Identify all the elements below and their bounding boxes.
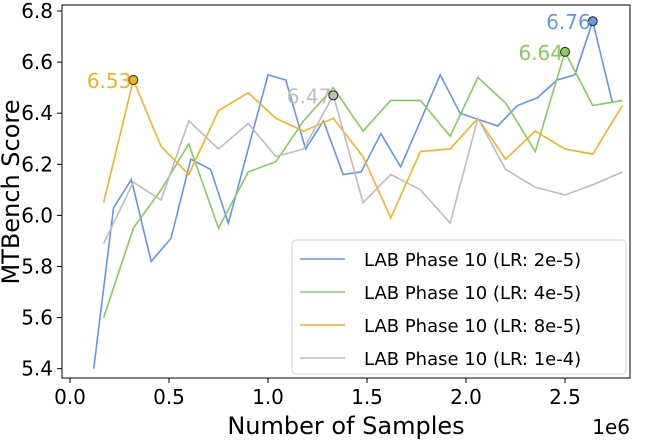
legend-label: LAB Phase 10 (LR: 1e-4): [364, 349, 581, 370]
x-tick-label: 0.0: [54, 385, 86, 409]
plot-frame: [61, 4, 631, 379]
best-point-label: 6.53: [87, 69, 132, 93]
series-line: [92, 18, 614, 369]
y-tick-label: 6.8: [21, 0, 53, 23]
legend-label: LAB Phase 10 (LR: 4e-5): [364, 283, 581, 304]
series-line: [102, 49, 623, 318]
best-point-label: 6.47: [287, 84, 332, 108]
y-tick-label: 6.4: [21, 101, 53, 125]
y-axis-label: MTBench Score: [0, 99, 25, 284]
x-tick-label: 2.0: [450, 385, 482, 409]
y-tick-label: 5.6: [21, 306, 53, 330]
y-tick-label: 6.6: [21, 50, 53, 74]
x-tick-label: 0.5: [153, 385, 185, 409]
best-point-marker: [128, 74, 139, 85]
y-tick-label: 5.4: [21, 357, 53, 381]
best-point-marker: [560, 46, 570, 57]
legend-box: [291, 239, 627, 375]
legend-label: LAB Phase 10 (LR: 8e-5): [364, 316, 581, 337]
best-point-marker: [328, 90, 339, 101]
legend: LAB Phase 10 (LR: 2e-5) LAB Phase 10 (LR:…: [291, 239, 627, 375]
series-line: [102, 93, 623, 244]
best-point-label: 6.64: [518, 41, 563, 65]
x-offset-label: 1e6: [592, 415, 630, 439]
x-tick-label: 1.0: [252, 385, 284, 409]
y-tick-label: 6.2: [21, 152, 53, 176]
x-tick-label: 1.5: [351, 385, 383, 409]
x-axis-label: Number of Samples: [227, 412, 464, 440]
x-tick-label: 2.5: [549, 385, 581, 409]
best-point-label: 6.76: [546, 10, 591, 34]
y-tick-label: 5.8: [21, 255, 53, 279]
best-point-marker: [587, 16, 598, 27]
legend-label: LAB Phase 10 (LR: 2e-5): [364, 250, 581, 271]
y-tick-label: 6.0: [21, 203, 53, 227]
series-line: [102, 77, 624, 220]
